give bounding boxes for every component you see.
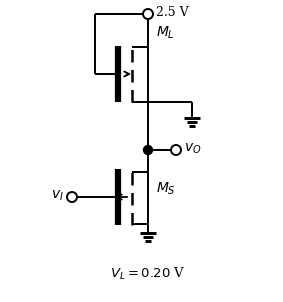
Text: $M_L$: $M_L$ [156, 25, 175, 41]
Text: $v_O$: $v_O$ [184, 142, 201, 156]
Text: $v_I$: $v_I$ [51, 189, 64, 203]
Text: $V_L = 0.20$ V: $V_L = 0.20$ V [110, 266, 186, 282]
Text: 2.5 V: 2.5 V [156, 7, 189, 20]
Circle shape [143, 146, 153, 155]
Text: $M_S$: $M_S$ [156, 181, 176, 197]
